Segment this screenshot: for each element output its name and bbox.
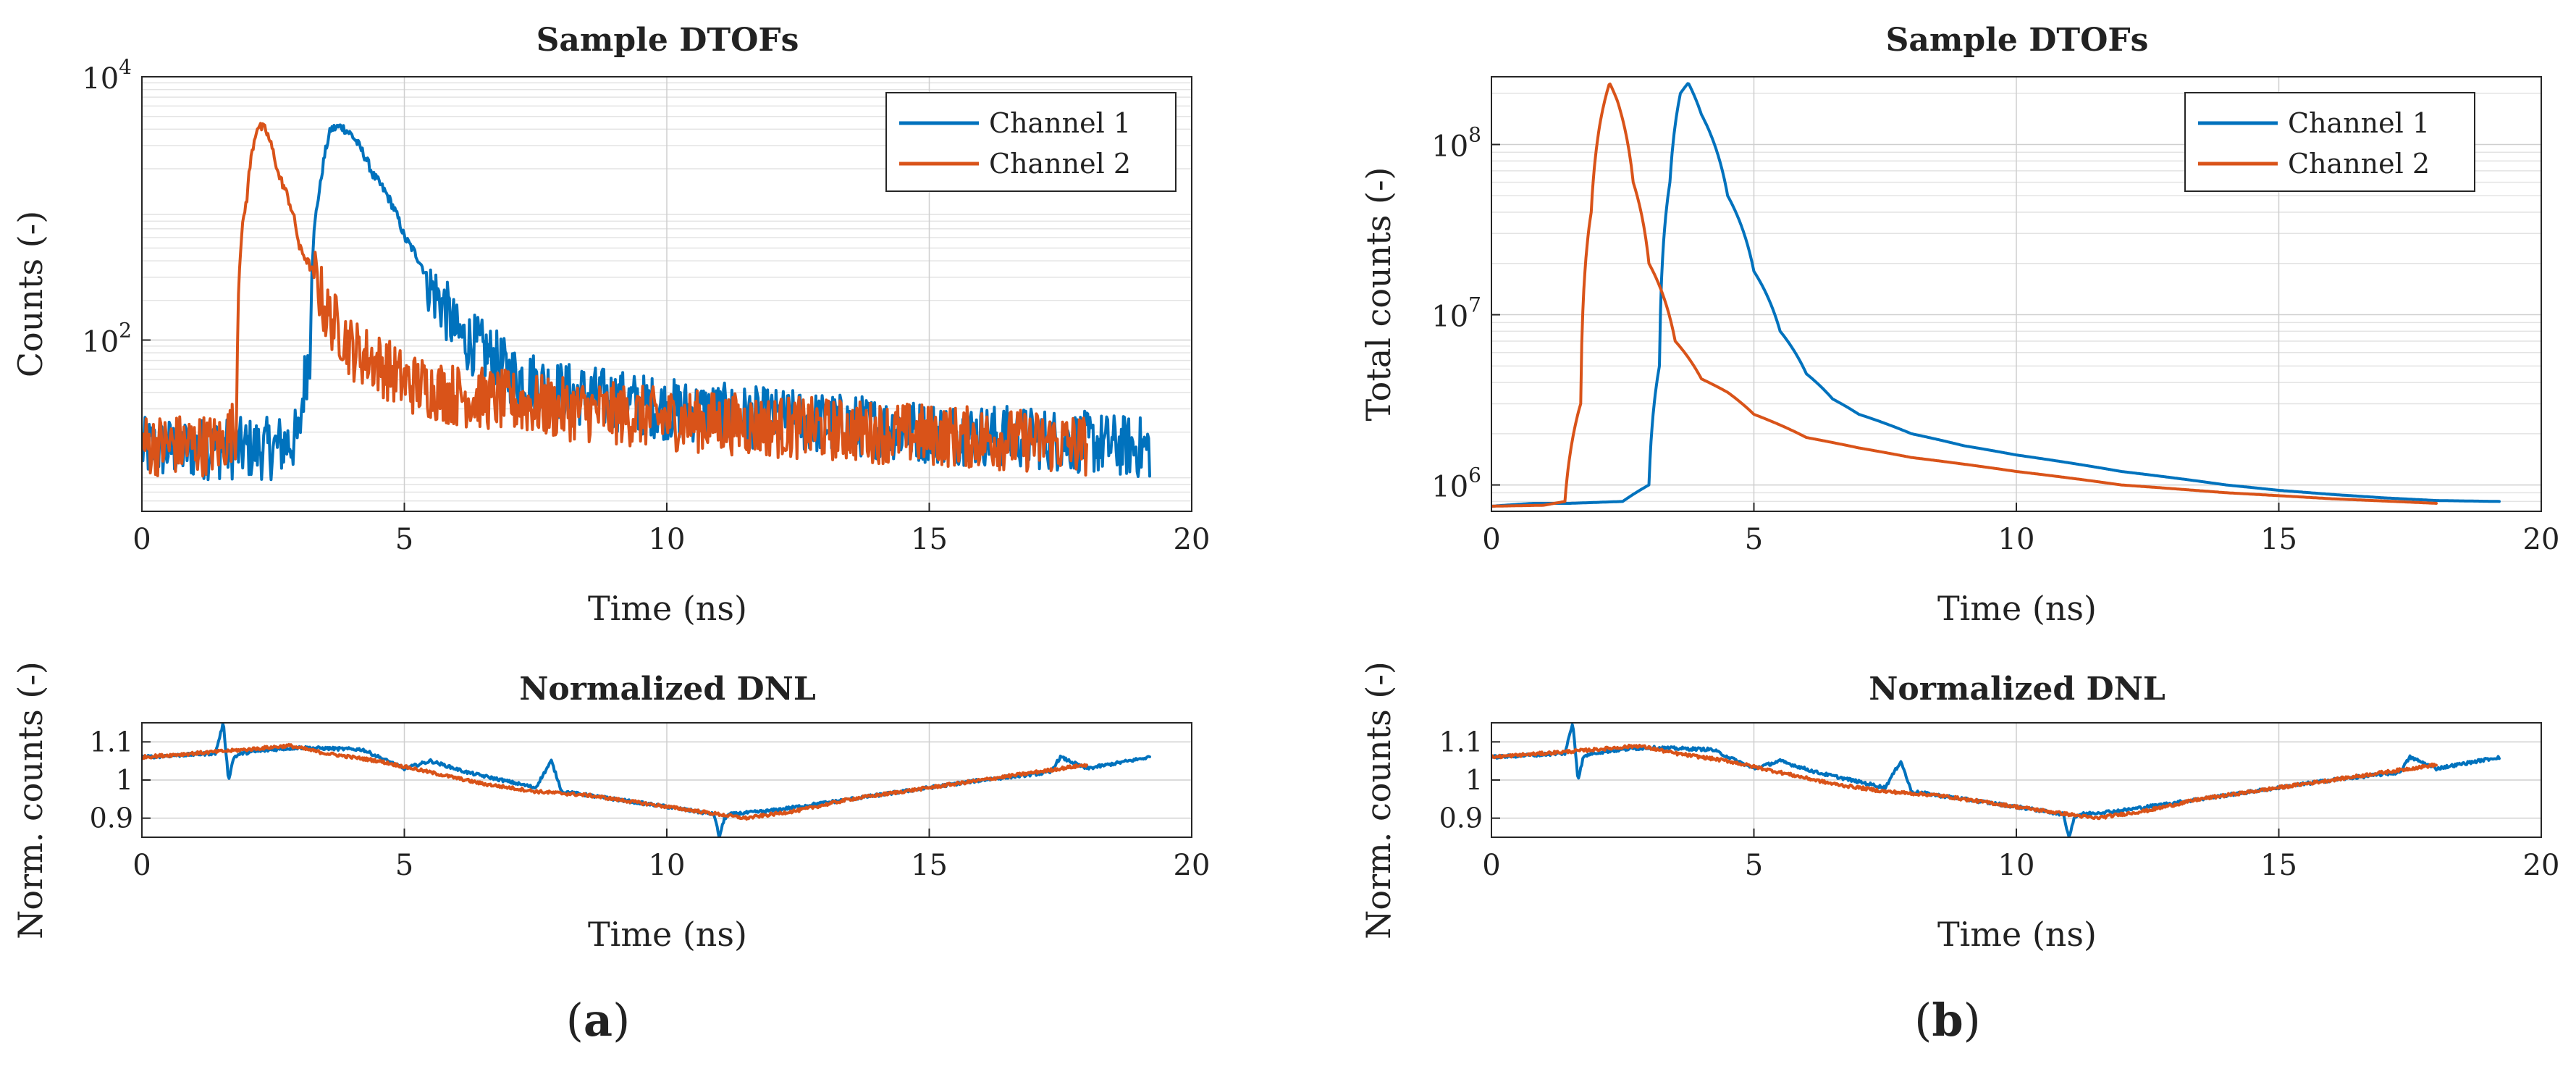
y-tick-label: 108 xyxy=(1431,123,1481,164)
y-tick-label: 1 xyxy=(1465,764,1483,796)
chart-title: Sample DTOFs xyxy=(1886,22,2149,59)
legend: Channel 1 Channel 2 xyxy=(2184,92,2475,192)
x-tick-label: 15 xyxy=(911,523,948,556)
series-line-channel-1 xyxy=(1491,82,2501,508)
x-axis-label: Time (ns) xyxy=(1937,915,2097,954)
x-tick-label: 0 xyxy=(1482,849,1500,882)
x-tick-label: 0 xyxy=(132,523,151,556)
y-tick-label: 0.9 xyxy=(1439,802,1483,834)
y-axis-label: Total counts (-) xyxy=(1359,167,1398,422)
legend-entry: Channel 2 xyxy=(989,148,1131,180)
legend-entry: Channel 2 xyxy=(2288,148,2430,180)
legend: Channel 1 Channel 2 xyxy=(885,92,1177,192)
chart-b-top: 0 5 10 15 20 106 107 108 Sample DTOFs Time (ns) To… xyxy=(1359,22,2559,628)
legend-box xyxy=(885,92,1177,192)
x-axis-label: Time (ns) xyxy=(588,589,747,628)
legend-entry: Channel 1 xyxy=(2288,107,2430,139)
series-line-channel-2 xyxy=(1491,83,2438,508)
series-line-channel-1 xyxy=(142,123,1151,482)
x-tick-label: 20 xyxy=(2523,523,2560,556)
y-axis-label: Norm. counts (-) xyxy=(11,661,50,939)
y-tick-label: 1.1 xyxy=(1439,726,1483,758)
x-tick-label: 15 xyxy=(2260,523,2297,556)
y-tick-label: 1 xyxy=(116,764,133,796)
x-tick-label: 10 xyxy=(1998,849,2035,882)
y-axis-label: Counts (-) xyxy=(11,211,50,377)
legend-entry: Channel 1 xyxy=(989,107,1131,139)
x-tick-label: 5 xyxy=(395,523,413,556)
x-tick-label: 5 xyxy=(1745,523,1763,556)
x-tick-label: 15 xyxy=(911,849,948,882)
x-tick-label: 5 xyxy=(1745,849,1763,882)
y-tick-label: 1.1 xyxy=(90,726,133,758)
panel-label-b: (b) xyxy=(1914,994,1981,1047)
series-line-channel-1 xyxy=(142,723,1151,837)
series-line-channel-2 xyxy=(142,122,1088,478)
y-tick-label: 0.9 xyxy=(90,802,133,834)
x-tick-label: 10 xyxy=(1998,523,2035,556)
legend-box xyxy=(2184,92,2475,192)
x-tick-label: 20 xyxy=(1174,523,1211,556)
x-tick-label: 10 xyxy=(649,523,686,556)
series-line-channel-2 xyxy=(142,742,1088,821)
chart-a-top: 0 5 10 15 20 102 104 Sample DTOFs Time (ns) Count… xyxy=(11,22,1210,628)
x-tick-label: 15 xyxy=(2260,849,2297,882)
chart-b-bottom: 0 5 10 15 20 0.9 1 1.1 Normalized DNL Time (ns) No… xyxy=(1359,661,2559,954)
chart-a-bottom: 0 5 10 15 20 0.9 1 1.1 Normalized DNL Time (ns) No… xyxy=(11,661,1210,954)
series-line-channel-2 xyxy=(1491,743,2438,821)
chart-title: Sample DTOFs xyxy=(536,22,799,59)
chart-title: Normalized DNL xyxy=(519,671,816,708)
x-tick-label: 10 xyxy=(649,849,686,882)
x-tick-label: 20 xyxy=(1174,849,1211,882)
x-axis-label: Time (ns) xyxy=(1937,589,2097,628)
y-tick-label: 107 xyxy=(1431,293,1481,334)
y-axis-label: Norm. counts (-) xyxy=(1359,661,1398,939)
x-tick-label: 5 xyxy=(395,849,413,882)
y-tick-label: 102 xyxy=(82,319,132,359)
x-axis-label: Time (ns) xyxy=(588,915,747,954)
x-tick-label: 0 xyxy=(1482,523,1500,556)
x-tick-label: 0 xyxy=(132,849,151,882)
y-tick-label: 106 xyxy=(1431,464,1481,504)
y-tick-label: 104 xyxy=(82,55,132,96)
chart-title: Normalized DNL xyxy=(1869,671,2165,708)
panel-label-a: (a) xyxy=(566,994,631,1047)
x-tick-label: 20 xyxy=(2523,849,2560,882)
